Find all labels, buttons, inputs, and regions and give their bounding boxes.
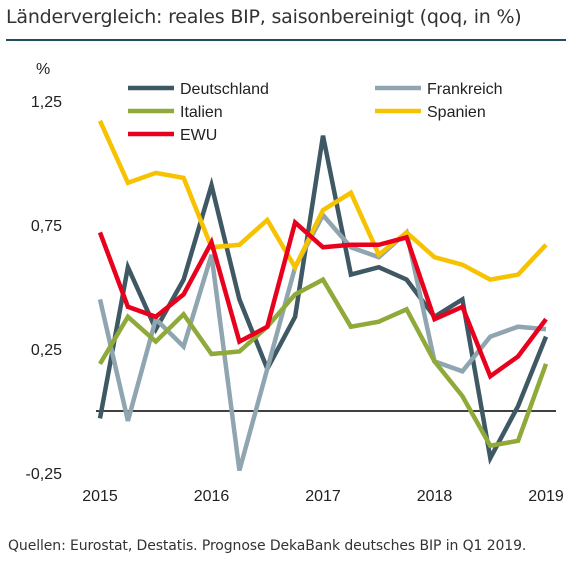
- series-line-ewu: [97, 218, 548, 380]
- series-line-italien: [98, 276, 549, 449]
- legend-label-ewu: EWU: [180, 127, 217, 144]
- legend-label-italien: Italien: [180, 104, 223, 121]
- y-axis-unit-label: %: [36, 61, 50, 78]
- chart-axes: % 1,25 0,75 0,25 -0,25 2015 2016 2017 2018 2019: [26, 61, 564, 505]
- y-tick-label: 1,25: [31, 94, 62, 111]
- legend-label-spanien: Spanien: [427, 104, 486, 121]
- x-tick-label: 2017: [305, 488, 341, 505]
- series-line-spanien: [97, 119, 548, 282]
- title-divider: [6, 39, 566, 41]
- legend-label-deutschland: Deutschland: [180, 81, 269, 98]
- chart-title: Ländervergleich: reales BIP, saisonberei…: [6, 6, 522, 28]
- legend-label-frankreich: Frankreich: [427, 81, 503, 98]
- x-tick-label: 2019: [528, 488, 564, 505]
- x-tick-label: 2015: [82, 488, 118, 505]
- series-line-deutschland: [97, 135, 549, 465]
- y-tick-label: -0,25: [26, 466, 63, 483]
- y-tick-label: 0,25: [31, 342, 62, 359]
- x-tick-label: 2018: [417, 488, 453, 505]
- series-layer: [97, 119, 549, 472]
- x-tick-label: 2016: [194, 488, 230, 505]
- legend: Deutschland Frankreich Italien Spanien EWU: [128, 81, 503, 144]
- y-tick-label: 0,75: [31, 218, 62, 235]
- source-note: Quellen: Eurostat, Destatis. Prognose De…: [8, 538, 527, 554]
- line-chart: % 1,25 0,75 0,25 -0,25 2015 2016 2017 2018 2019 D…: [26, 61, 564, 505]
